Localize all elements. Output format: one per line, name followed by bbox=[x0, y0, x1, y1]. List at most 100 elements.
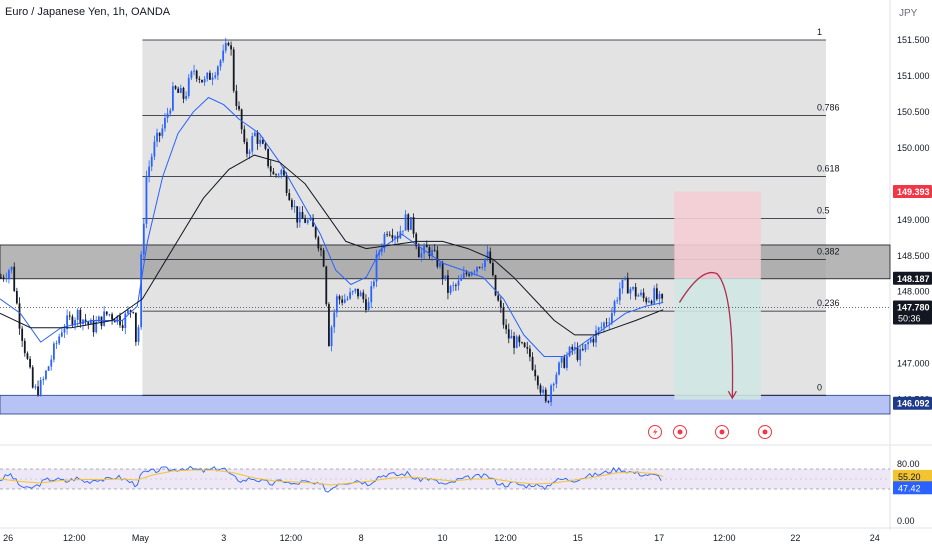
candle-body bbox=[203, 79, 206, 83]
candle-body bbox=[166, 113, 169, 119]
time-tick-label: 24 bbox=[870, 533, 880, 543]
candle-body bbox=[431, 249, 433, 257]
candle-body bbox=[529, 348, 531, 357]
candle-body bbox=[309, 218, 312, 221]
candle-body bbox=[383, 234, 386, 249]
candle-body bbox=[21, 328, 24, 341]
candle-body bbox=[365, 299, 367, 310]
candle-body bbox=[407, 214, 410, 230]
candle-body bbox=[534, 369, 537, 377]
candle-body bbox=[230, 45, 232, 50]
candle-body bbox=[240, 109, 243, 130]
candle-body bbox=[465, 272, 468, 275]
candle-body bbox=[642, 292, 645, 299]
candle-body bbox=[632, 287, 634, 289]
moving-average-slow bbox=[0, 154, 664, 336]
candle-body bbox=[478, 266, 481, 268]
candle-body bbox=[97, 316, 100, 322]
fib-label: 0.618 bbox=[817, 164, 840, 174]
candle-body bbox=[320, 248, 322, 251]
candle-body bbox=[502, 307, 505, 325]
candle-body bbox=[441, 262, 444, 279]
candle-body bbox=[550, 385, 552, 403]
currency-label: JPY bbox=[899, 8, 918, 19]
candle-body bbox=[626, 277, 629, 294]
candle-body bbox=[280, 169, 283, 175]
candle-body bbox=[343, 299, 346, 303]
time-tick-label: 12:00 bbox=[713, 533, 736, 543]
candle-body bbox=[8, 270, 10, 279]
candle-body bbox=[201, 79, 203, 83]
rsi-moving-average bbox=[0, 469, 664, 486]
candle-body bbox=[124, 313, 127, 329]
price-tick-label: 150.000 bbox=[897, 143, 930, 153]
candle-body bbox=[238, 105, 240, 110]
candle-body bbox=[296, 206, 299, 223]
candle-body bbox=[259, 139, 262, 144]
candle-body bbox=[116, 315, 119, 323]
candle-body bbox=[195, 70, 198, 79]
candle-body bbox=[219, 60, 222, 67]
candle-body bbox=[267, 148, 270, 167]
candle-body bbox=[573, 347, 576, 350]
candle-body bbox=[132, 312, 135, 313]
candle-body bbox=[655, 288, 658, 300]
candle-body bbox=[589, 338, 592, 343]
candle-body bbox=[58, 336, 61, 344]
candle-body bbox=[63, 329, 66, 333]
candle-body bbox=[121, 325, 124, 329]
candle-body bbox=[484, 258, 486, 268]
time-tick-label: 3 bbox=[221, 533, 226, 543]
candle-body bbox=[526, 347, 529, 349]
candle-body bbox=[317, 237, 320, 249]
candle-body bbox=[156, 132, 158, 142]
candle-body bbox=[420, 253, 423, 258]
candle-body bbox=[436, 250, 439, 267]
price-tick-label: 151.000 bbox=[897, 71, 930, 81]
price-tag-value: 148.187 bbox=[897, 274, 930, 284]
candle-body bbox=[95, 321, 98, 333]
candle-body bbox=[341, 299, 344, 303]
stop-loss-zone bbox=[674, 191, 761, 279]
candle-body bbox=[661, 294, 664, 299]
candle-body bbox=[322, 250, 325, 267]
price-tick-label: 151.500 bbox=[897, 35, 930, 45]
candle-body bbox=[90, 319, 92, 325]
candle-body bbox=[497, 295, 500, 301]
candle-body bbox=[510, 335, 513, 339]
price-tag-current bbox=[893, 300, 932, 325]
time-tick-label: 26 bbox=[3, 533, 13, 543]
candle-body bbox=[10, 266, 13, 271]
candle-body bbox=[473, 271, 476, 273]
candle-body bbox=[571, 346, 574, 350]
candle-body bbox=[362, 292, 365, 300]
candle-body bbox=[595, 330, 597, 343]
candle-body bbox=[653, 288, 656, 304]
candle-body bbox=[372, 281, 375, 287]
price-tag-value: 147.780 bbox=[897, 303, 930, 313]
candle-body bbox=[616, 300, 619, 302]
candle-body bbox=[29, 358, 31, 368]
candle-body bbox=[351, 291, 354, 293]
candle-body bbox=[26, 353, 29, 359]
rsi-ma-tag bbox=[893, 469, 932, 483]
candle-body bbox=[428, 247, 431, 257]
candle-body bbox=[193, 70, 195, 72]
price-tick-label: 150.500 bbox=[897, 107, 930, 117]
candle-body bbox=[251, 136, 254, 152]
candle-body bbox=[452, 285, 455, 287]
candle-body bbox=[634, 287, 637, 297]
candle-body bbox=[624, 277, 627, 280]
candle-body bbox=[552, 383, 555, 386]
candle-body bbox=[433, 249, 436, 251]
candle-body bbox=[566, 356, 568, 368]
rsi-value: 47.42 bbox=[898, 483, 921, 493]
candle-body bbox=[222, 50, 225, 61]
candle-body bbox=[246, 142, 248, 154]
candle-body bbox=[542, 389, 545, 393]
candle-body bbox=[129, 310, 132, 313]
candle-body bbox=[581, 349, 584, 351]
candle-body bbox=[190, 71, 193, 78]
